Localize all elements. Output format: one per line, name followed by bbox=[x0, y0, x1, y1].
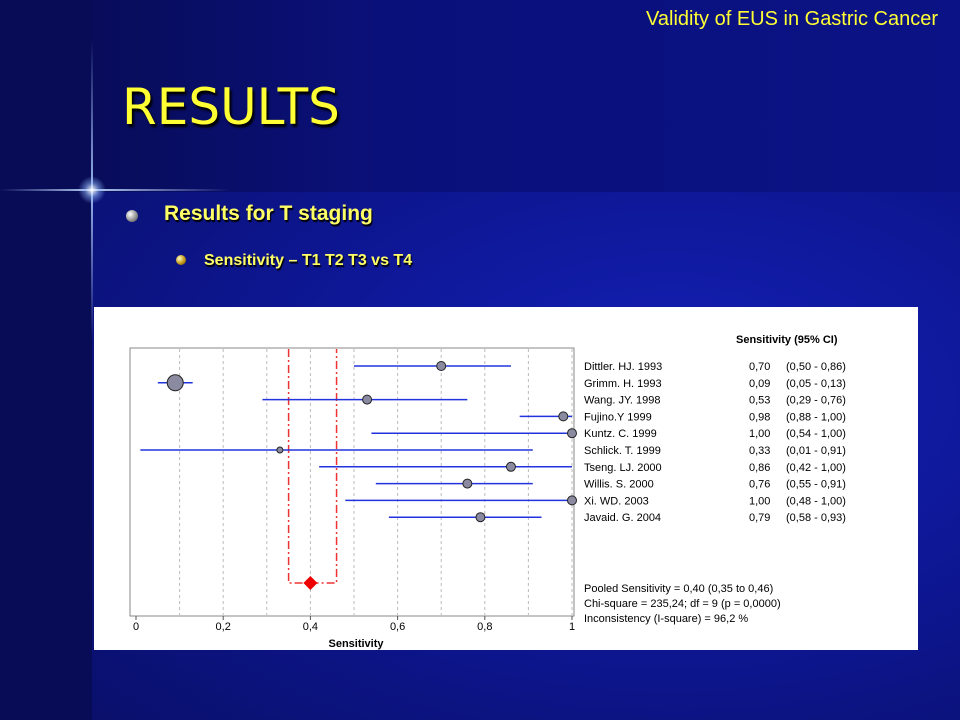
x-tick-label: 0,6 bbox=[390, 621, 405, 633]
study-value: 1,00 bbox=[749, 428, 770, 440]
study-point bbox=[166, 374, 184, 392]
sub-bullet-sensitivity: Sensitivity – T1 T2 T3 vs T4 bbox=[204, 252, 413, 269]
study-name: Willis. S. 2000 bbox=[584, 479, 654, 491]
bullet-icon bbox=[126, 210, 138, 222]
header-band bbox=[0, 0, 960, 192]
x-tick-label: 0,4 bbox=[303, 621, 318, 633]
study-value: 0,79 bbox=[749, 512, 770, 524]
slide-title: RESULTS bbox=[122, 78, 340, 136]
study-ci: (0,42 - 1,00) bbox=[786, 462, 846, 474]
column-header: Sensitivity (95% CI) bbox=[736, 334, 838, 346]
study-ci: (0,05 - 0,13) bbox=[786, 378, 846, 390]
slide-subtitle: Validity of EUS in Gastric Cancer bbox=[646, 8, 938, 30]
left-band bbox=[0, 0, 92, 720]
x-tick-label: 1 bbox=[569, 621, 575, 633]
study-ci: (0,55 - 0,91) bbox=[786, 479, 846, 491]
study-value: 1,00 bbox=[749, 495, 770, 507]
study-ci: (0,54 - 1,00) bbox=[786, 428, 846, 440]
study-name: Fujino.Y 1999 bbox=[584, 411, 652, 423]
sub-bullet-icon bbox=[176, 255, 186, 265]
study-point bbox=[567, 428, 577, 439]
study-ci: (0,29 - 0,76) bbox=[786, 395, 846, 407]
study-value: 0,09 bbox=[749, 378, 770, 390]
light-flare-glow bbox=[78, 176, 106, 204]
light-flare-horizontal bbox=[0, 189, 230, 191]
study-value: 0,53 bbox=[749, 395, 770, 407]
x-tick-label: 0,8 bbox=[477, 621, 492, 633]
study-point bbox=[558, 411, 569, 422]
study-name: Wang. JY. 1998 bbox=[584, 395, 660, 407]
study-point bbox=[462, 478, 473, 489]
study-ci: (0,48 - 1,00) bbox=[786, 495, 846, 507]
study-value: 0,70 bbox=[749, 361, 770, 373]
study-point bbox=[436, 361, 447, 371]
study-point bbox=[362, 394, 373, 405]
bullet-results-t-staging: Results for T staging bbox=[164, 202, 373, 225]
study-value: 0,98 bbox=[749, 411, 770, 423]
study-name: Schlick. T. 1999 bbox=[584, 445, 661, 457]
forest-plot: 0 0,2 0,4 0,6 0,8 1 Dittler. HJ. 1993 0,70 (0,5… bbox=[129, 334, 846, 650]
study-ci: (0,88 - 1,00) bbox=[786, 411, 846, 423]
study-point bbox=[276, 446, 284, 454]
pooled-diamond bbox=[303, 576, 318, 590]
study-name: Kuntz. C. 1999 bbox=[584, 428, 657, 440]
study-value: 0,86 bbox=[749, 462, 770, 474]
forest-plot-panel: 0 0,2 0,4 0,6 0,8 1 Dittler. HJ. 1993 0,70 (0,5… bbox=[94, 307, 918, 650]
study-point bbox=[505, 461, 516, 472]
study-name: Tseng. LJ. 2000 bbox=[584, 462, 662, 474]
study-point bbox=[567, 495, 577, 506]
x-tick-label: 0 bbox=[133, 621, 139, 633]
summary-line: Chi-square = 235,24; df = 9 (p = 0,0000) bbox=[584, 598, 781, 610]
study-value: 0,76 bbox=[749, 479, 770, 491]
x-tick-label: 0,2 bbox=[216, 621, 231, 633]
x-axis-label: Sensitivity bbox=[328, 638, 384, 650]
study-name: Grimm. H. 1993 bbox=[584, 378, 662, 390]
study-ci: (0,50 - 0,86) bbox=[786, 361, 846, 373]
study-name: Xi. WD. 2003 bbox=[584, 495, 649, 507]
study-value: 0,33 bbox=[749, 445, 770, 457]
plot-frame bbox=[129, 347, 575, 617]
study-ci: (0,58 - 0,93) bbox=[786, 512, 846, 524]
summary-line: Pooled Sensitivity = 0,40 (0,35 to 0,46) bbox=[584, 583, 773, 595]
study-name: Javaid. G. 2004 bbox=[584, 512, 661, 524]
pooled-ci-lines bbox=[287, 349, 338, 584]
study-ci: (0,01 - 0,91) bbox=[786, 445, 846, 457]
study-point bbox=[475, 512, 486, 523]
summary-line: Inconsistency (I-square) = 96,2 % bbox=[584, 613, 748, 625]
study-name: Dittler. HJ. 1993 bbox=[584, 361, 662, 373]
